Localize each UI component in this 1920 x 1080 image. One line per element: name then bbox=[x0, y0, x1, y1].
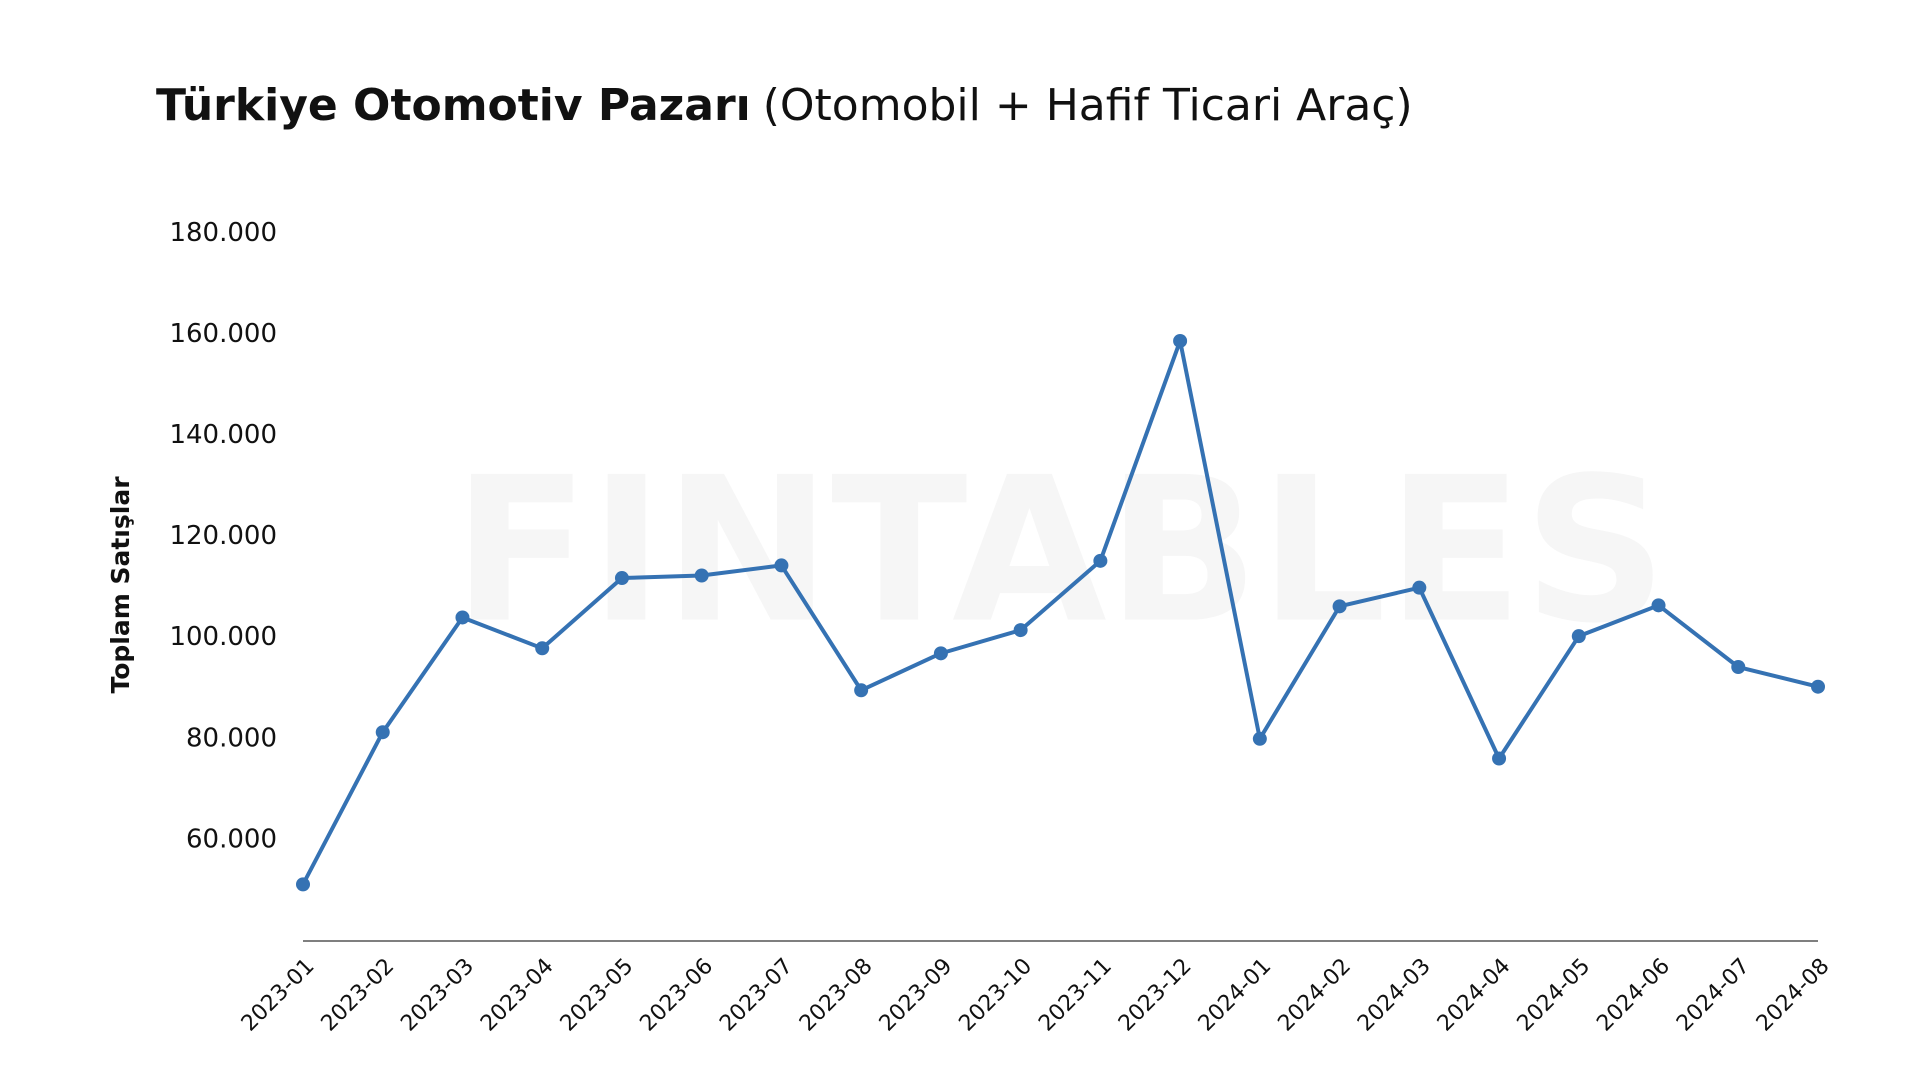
point bbox=[614, 571, 629, 586]
x-tick-label: 2024-03 bbox=[1353, 954, 1436, 1037]
point bbox=[1013, 623, 1028, 638]
x-tick-label: 2023-03 bbox=[396, 954, 479, 1037]
x-tick-label: 2024-06 bbox=[1592, 954, 1675, 1037]
x-tick-label: 2023-01 bbox=[237, 954, 320, 1037]
x-tick-label: 2023-02 bbox=[317, 954, 400, 1037]
x-tick-label: 2024-01 bbox=[1194, 954, 1277, 1037]
point bbox=[933, 646, 948, 661]
x-tick-label: 2023-09 bbox=[875, 954, 958, 1037]
x-tick-label: 2023-07 bbox=[715, 954, 798, 1037]
point bbox=[1332, 599, 1347, 614]
point bbox=[535, 641, 550, 656]
x-tick-label: 2023-08 bbox=[795, 954, 878, 1037]
y-tick-label: 60.000 bbox=[186, 824, 277, 854]
point bbox=[1252, 731, 1267, 746]
x-tick-label: 2024-05 bbox=[1513, 954, 1596, 1037]
y-tick-label: 100.000 bbox=[169, 622, 277, 652]
point bbox=[296, 877, 310, 892]
point bbox=[1492, 751, 1507, 766]
chart-title-group: Türkiye Otomotiv Pazarı (Otomobil + Hafif… bbox=[156, 80, 1413, 131]
point bbox=[1093, 553, 1108, 568]
chart-subtitle: (Otomobil + Hafif Ticari Araç) bbox=[763, 80, 1413, 131]
point bbox=[1731, 660, 1746, 675]
x-tick-label: 2023-04 bbox=[476, 954, 559, 1037]
x-tick-label: 2024-08 bbox=[1752, 954, 1835, 1037]
point bbox=[1811, 679, 1825, 694]
watermark: FINTABLES bbox=[453, 435, 1668, 668]
point bbox=[455, 610, 470, 625]
y-tick-label: 120.000 bbox=[169, 521, 277, 551]
point bbox=[694, 568, 709, 583]
point bbox=[854, 683, 869, 698]
chart-title: Türkiye Otomotiv Pazarı bbox=[156, 80, 751, 131]
x-tick-label: 2024-04 bbox=[1433, 954, 1516, 1037]
x-tick-label: 2024-07 bbox=[1672, 954, 1755, 1037]
y-axis-label: Toplam Satışlar bbox=[106, 476, 135, 694]
point bbox=[1571, 629, 1586, 644]
x-tick-label: 2023-05 bbox=[556, 954, 639, 1037]
x-tick-label: 2023-11 bbox=[1034, 954, 1117, 1037]
y-tick-label: 140.000 bbox=[169, 420, 277, 450]
point bbox=[1651, 598, 1666, 613]
y-tick-label: 160.000 bbox=[169, 319, 277, 349]
point bbox=[1412, 580, 1427, 595]
point bbox=[774, 558, 789, 573]
y-tick-label: 80.000 bbox=[186, 723, 277, 753]
point bbox=[1173, 333, 1188, 348]
x-tick-label: 2024-02 bbox=[1273, 954, 1356, 1037]
point bbox=[375, 725, 390, 740]
x-tick-label: 2023-06 bbox=[635, 954, 718, 1037]
y-tick-label: 180.000 bbox=[169, 218, 277, 248]
x-tick-label: 2023-12 bbox=[1114, 954, 1197, 1037]
x-tick-label: 2023-10 bbox=[954, 954, 1037, 1037]
line bbox=[301, 338, 1819, 886]
